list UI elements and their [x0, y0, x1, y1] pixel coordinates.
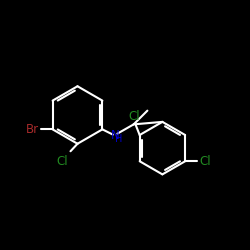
- Text: Cl: Cl: [129, 110, 140, 122]
- Text: Cl: Cl: [199, 155, 210, 168]
- Text: H: H: [115, 134, 122, 143]
- Text: Cl: Cl: [56, 155, 68, 168]
- Text: Br: Br: [26, 123, 39, 136]
- Text: N: N: [110, 129, 119, 142]
